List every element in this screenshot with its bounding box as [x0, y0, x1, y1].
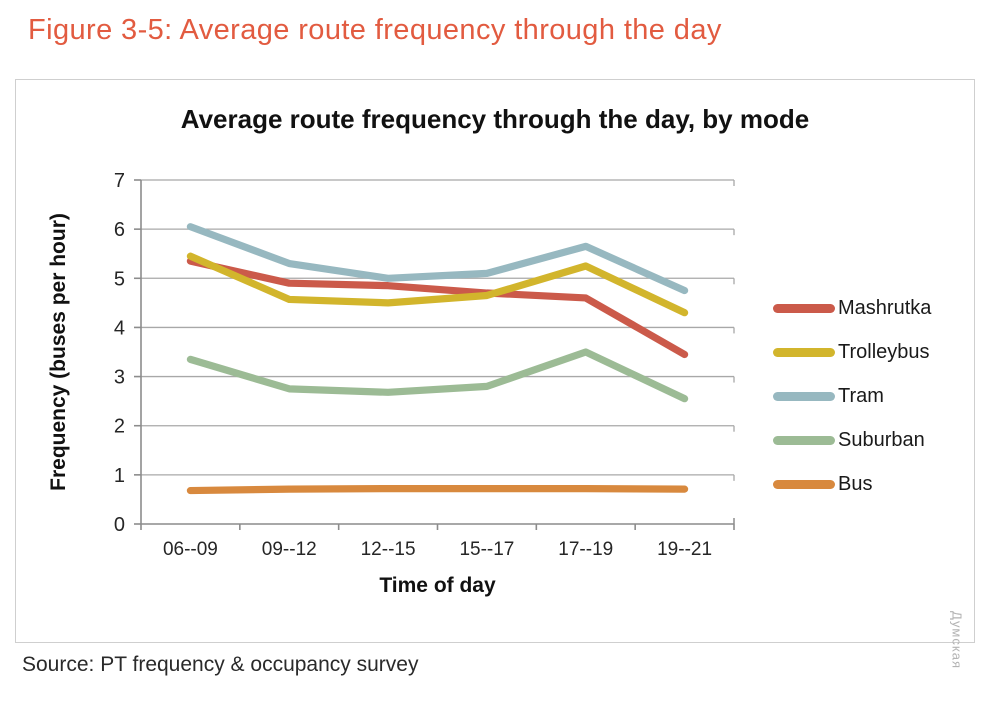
plot-area: 0 1 2 3 4 5 6 7 06--09 09--12 12--15 15--17 17--19 19…	[114, 170, 735, 560]
legend-item-trolleybus: Trolleybus	[773, 337, 931, 367]
legend-item-tram: Tram	[773, 381, 931, 411]
axes	[134, 179, 735, 530]
y-axis-title: Frequency (buses per hour)	[47, 213, 70, 491]
legend-item-mashrutka: Mashrutka	[773, 293, 931, 323]
y-tick-label: 1	[114, 465, 125, 487]
legend-label: Suburban	[838, 428, 925, 451]
y-tick-label: 4	[114, 317, 125, 339]
legend-item-suburban: Suburban	[773, 425, 931, 455]
y-tick-label: 6	[114, 219, 125, 241]
tick-labels: 0 1 2 3 4 5 6 7 06--09 09--12 12--15 15--17 17--19 19…	[114, 170, 712, 560]
x-tick-label: 17--19	[558, 539, 613, 560]
legend-swatch-icon	[773, 391, 835, 401]
y-tick-label: 0	[114, 514, 125, 536]
x-tick-label: 12--15	[361, 539, 416, 560]
x-tick-label: 15--17	[459, 539, 514, 560]
legend-label: Trolleybus	[838, 340, 930, 363]
legend-swatch-icon	[773, 435, 835, 445]
y-tick-label: 2	[114, 416, 125, 438]
series-line-mashrutka	[186, 257, 689, 359]
watermark: Думская	[949, 610, 965, 670]
chart-title: Average route frequency through the day,…	[180, 104, 810, 134]
y-tick-label: 3	[114, 367, 125, 389]
source-caption: Source: PT frequency & occupancy survey	[22, 653, 419, 676]
x-tick-label: 06--09	[163, 539, 218, 560]
legend-label: Bus	[838, 472, 873, 495]
x-tick-label: 19--21	[657, 539, 712, 560]
series-lines	[186, 223, 689, 495]
x-tick-label: 09--12	[262, 539, 317, 560]
series-line-suburban	[186, 348, 689, 403]
chart-legend: Mashrutka Trolleybus Tram Suburban Bus	[773, 293, 931, 513]
series-line-tram	[186, 223, 689, 295]
legend-swatch-icon	[773, 479, 835, 489]
y-tick-label: 5	[114, 268, 125, 290]
gridlines	[141, 179, 735, 524]
legend-swatch-icon	[773, 347, 835, 357]
series-line-trolleybus	[186, 252, 689, 317]
legend-label: Tram	[838, 384, 884, 407]
figure-title: Figure 3-5: Average route frequency thro…	[28, 14, 722, 46]
x-axis-title: Time of day	[379, 574, 496, 597]
legend-label: Mashrutka	[838, 296, 932, 319]
y-tick-label: 7	[114, 170, 125, 192]
chart-container: Average route frequency through the day,…	[15, 79, 975, 643]
legend-swatch-icon	[773, 303, 835, 313]
series-line-bus	[186, 485, 689, 495]
legend-item-bus: Bus	[773, 469, 931, 499]
